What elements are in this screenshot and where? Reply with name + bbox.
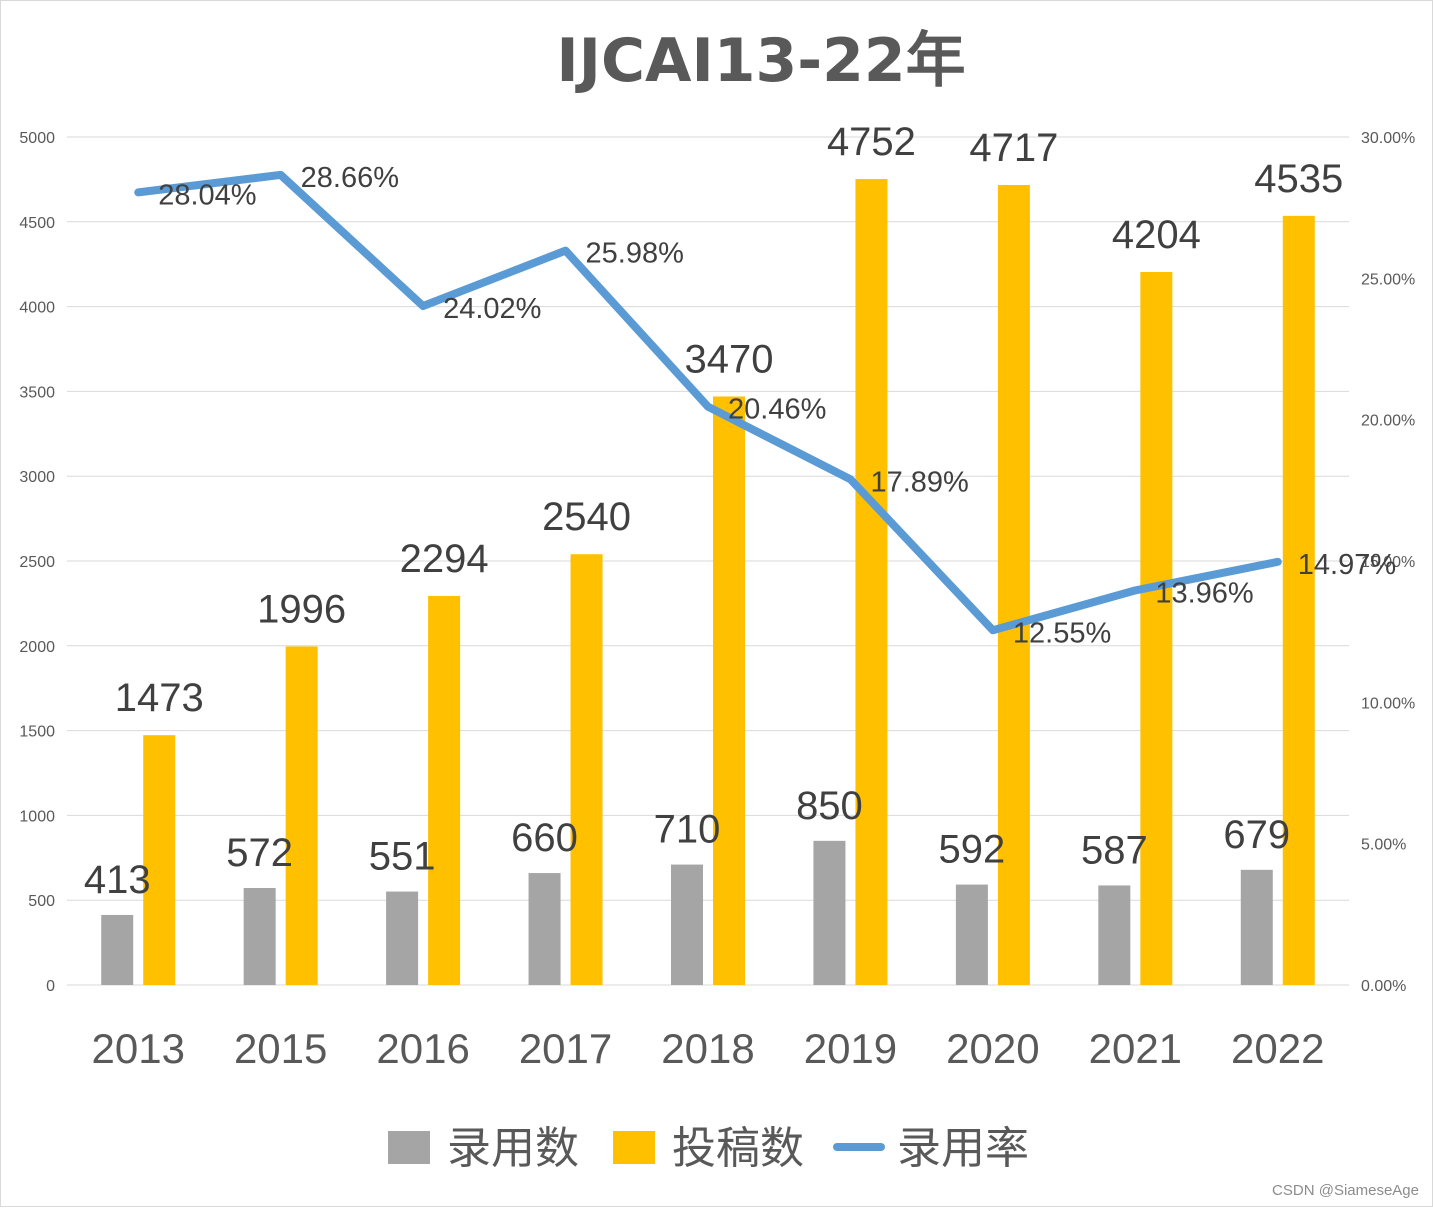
bar-accepted [813,840,846,985]
right-tick-label: 30.00% [1361,130,1415,147]
watermark: CSDN @SiameseAge [1272,1182,1419,1199]
rate-series-line [134,170,1282,635]
left-tick-label: 5000 [19,130,55,147]
rate-value-label: 13.96% [1155,577,1253,609]
left-tick-label: 4000 [19,300,55,317]
bars [101,179,1315,986]
bar-submitted [285,646,318,985]
rate-value-label: 12.55% [1013,617,1111,649]
accepted-value-label: 679 [1223,813,1290,857]
accepted-value-label: 660 [511,816,578,860]
submitted-value-label: 1473 [115,676,204,720]
bar-submitted [855,179,888,986]
legend-label-submitted: 投稿数 [672,1123,804,1174]
bar-accepted [1240,869,1273,985]
bar-submitted [713,396,745,985]
bar-submitted [997,184,1030,985]
submitted-value-label: 4535 [1254,157,1343,201]
submitted-value-label: 3470 [685,337,774,381]
rate-value-label: 25.98% [586,238,684,270]
bar-accepted [671,864,703,985]
submitted-value-label: 2540 [542,495,631,539]
x-tick-label: 2019 [804,1025,897,1072]
bar-accepted [243,887,276,985]
rate-value-label: 28.04% [158,179,256,211]
left-tick-label: 500 [28,893,55,910]
bar-submitted [1282,215,1315,985]
right-tick-label: 10.00% [1361,695,1415,712]
submitted-value-label: 2294 [400,537,489,581]
right-tick-label: 15.00% [1361,554,1415,571]
left-tick-label: 0 [46,978,55,995]
accepted-value-label: 551 [369,835,436,879]
bar-accepted [101,914,134,985]
accepted-value-label: 587 [1081,828,1148,872]
right-tick-label: 25.00% [1361,271,1415,288]
rate-line [134,170,1282,635]
submitted-value-label: 4752 [827,120,916,164]
right-axis: 0.00% 5.00% 10.00% 15.00% 20.00% 25.00% 30.00% [1361,130,1415,995]
data-labels: 413 1473 572 1996 551 2294 660 2540 710 3470 850 47… [84,120,1396,902]
right-tick-label: 20.00% [1361,413,1415,430]
rate-value-label: 14.97% [1298,549,1396,581]
gridlines [67,136,1349,986]
x-tick-label: 2016 [376,1025,469,1072]
submitted-value-label: 1996 [257,587,346,631]
bar-submitted [570,554,603,985]
accepted-value-label: 850 [796,784,863,828]
bar-accepted [386,891,419,985]
accepted-value-label: 710 [654,808,721,852]
right-tick-label: 5.00% [1361,837,1406,854]
x-tick-label: 2015 [234,1025,327,1072]
bar-accepted [528,873,561,985]
x-tick-label: 2021 [1089,1025,1182,1072]
x-tick-label: 2020 [946,1025,1039,1072]
left-tick-label: 4500 [19,215,55,232]
legend-swatch-submitted [613,1131,655,1164]
legend-swatch-accepted [388,1131,430,1164]
rate-value-label: 17.89% [870,466,968,498]
left-tick-label: 2500 [19,554,55,571]
left-tick-label: 3500 [19,384,55,401]
x-tick-label: 2022 [1231,1025,1324,1072]
bar-accepted [1098,885,1131,985]
right-tick-label: 0.00% [1361,978,1406,995]
rate-value-label: 28.66% [301,162,399,194]
left-tick-label: 1000 [19,808,55,825]
legend-label-rate: 录用率 [897,1123,1029,1174]
left-tick-label: 2000 [19,639,55,656]
rate-value-label: 24.02% [443,293,541,325]
x-tick-label: 2013 [92,1025,185,1072]
rate-value-label: 20.46% [728,394,826,426]
submitted-value-label: 4204 [1112,213,1201,257]
bar-accepted [955,884,988,985]
accepted-value-label: 413 [84,858,151,902]
x-tick-label: 2017 [519,1025,612,1072]
bar-submitted [428,595,461,985]
bar-submitted [1140,272,1173,985]
accepted-value-label: 572 [226,831,293,875]
x-axis: 2013 2015 2016 2017 2018 2019 2020 2021 2022 [92,1025,1325,1072]
legend-label-accepted: 录用数 [447,1123,579,1174]
submitted-value-label: 4717 [969,126,1058,170]
x-tick-label: 2018 [661,1025,754,1072]
accepted-value-label: 592 [939,828,1006,872]
chart-title: IJCAI13-22年 [556,26,965,96]
left-tick-label: 1500 [19,724,55,741]
left-tick-label: 3000 [19,469,55,486]
left-axis: 0 500 1000 1500 2000 2500 3000 3500 4000 4500 5000 [19,130,55,995]
legend: 录用数 投稿数 录用率 [388,1123,1029,1174]
bar-submitted [143,735,176,985]
